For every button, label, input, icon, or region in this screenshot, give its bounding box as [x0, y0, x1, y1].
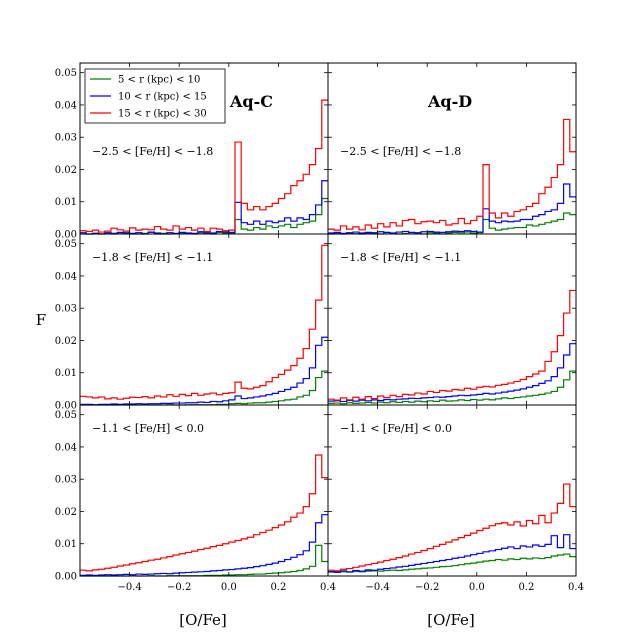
- series-line-blue-aq-c-row0: [80, 180, 328, 235]
- panel-frame-aq-d-row2: [327, 404, 577, 577]
- y-tick-label: 0.05: [55, 410, 77, 421]
- y-tick-label: 0.01: [55, 197, 77, 208]
- x-tick-label: 0.0: [221, 582, 237, 593]
- y-tick-label: 0.04: [55, 100, 77, 111]
- series-line-blue-aq-c-row2: [80, 514, 328, 576]
- series-line-red-aq-d-row2: [328, 483, 576, 572]
- series-line-blue-aq-d-row1: [328, 343, 576, 403]
- y-tick-label: 0.04: [55, 271, 77, 282]
- x-tick-label: 0.2: [270, 582, 286, 593]
- y-tick-label: 0.03: [55, 133, 77, 144]
- y-tick-label: 0.03: [55, 475, 77, 486]
- x-tick-label: −0.2: [167, 582, 191, 593]
- x-tick-label: 0.4: [568, 582, 584, 593]
- y-tick-label: 0.01: [55, 539, 77, 550]
- series-line-blue-aq-d-row2: [328, 534, 576, 573]
- x-tick-label: −0.4: [365, 582, 389, 593]
- model-title-aq-d: Aq-D: [427, 92, 472, 111]
- panel-aq-d-row1: −1.8 < [Fe/H] < −1.1: [327, 233, 577, 406]
- plot-layer: 0.00 0.01 0.02 0.03 0.04 0.05 −2.5 < [Fe/H] < …: [55, 62, 584, 593]
- panel-aq-d-row2: −0.4 −0.2 0.0 0.2 0.4 −1.1 < [Fe/H] < 0.0: [327, 404, 584, 593]
- series-line-red-aq-c-row2: [80, 454, 328, 572]
- y-tick-label: 0.02: [55, 336, 77, 347]
- panel-aq-c-row2: −0.4 −0.2 0.0 0.2 0.4 0.00 0.01 0.02 0.03 0.04 0.0…: [55, 404, 336, 593]
- x-tick-label: 0.0: [469, 582, 485, 593]
- y-tick-label: 0.00: [55, 572, 77, 583]
- series-line-green-aq-d-row1: [328, 370, 576, 405]
- y-tick-label: 0.04: [55, 442, 77, 453]
- y-tick-label: 0.01: [55, 368, 77, 379]
- feh-range-label: −2.5 < [Fe/H] < −1.8: [92, 145, 213, 158]
- series-line-red-aq-d-row0: [328, 118, 576, 231]
- x-tick-label: −0.2: [415, 582, 439, 593]
- y-tick-label: 0.03: [55, 304, 77, 315]
- series-line-red-aq-d-row1: [328, 289, 576, 401]
- legend-label-5-10: 5 < r (kpc) < 10: [118, 75, 200, 86]
- legend-label-10-15: 10 < r (kpc) < 15: [118, 92, 207, 103]
- x-tick-label: 0.4: [320, 582, 336, 593]
- y-tick-label: 0.02: [55, 507, 77, 518]
- series-line-red-aq-c-row0: [80, 99, 328, 233]
- feh-range-label: −2.5 < [Fe/H] < −1.8: [340, 145, 461, 158]
- y-tick-label: 0.00: [55, 230, 77, 241]
- series-line-green-aq-d-row2: [328, 553, 576, 574]
- series-line-red-aq-c-row1: [80, 244, 328, 400]
- y-axis-title: F: [36, 311, 46, 329]
- y-tick-label: 0.02: [55, 165, 77, 176]
- legend: 5 < r (kpc) < 10 10 < r (kpc) < 15 15 < …: [84, 68, 226, 124]
- feh-range-label: −1.1 < [Fe/H] < 0.0: [92, 422, 204, 435]
- feh-range-label: −1.1 < [Fe/H] < 0.0: [340, 422, 452, 435]
- x-axis-title-left: [O/Fe]: [179, 611, 227, 629]
- feh-range-label: −1.8 < [Fe/H] < −1.1: [92, 251, 213, 264]
- series-line-blue-aq-d-row0: [328, 183, 576, 234]
- panel-aq-d-row0: −2.5 < [Fe/H] < −1.8: [327, 62, 577, 235]
- y-tick-label: 0.05: [55, 68, 77, 79]
- x-tick-label: −0.4: [117, 582, 141, 593]
- legend-label-15-30: 15 < r (kpc) < 30: [118, 109, 207, 120]
- feh-range-label: −1.8 < [Fe/H] < −1.1: [340, 251, 461, 264]
- panel-aq-c-row0: 0.00 0.01 0.02 0.03 0.04 0.05 −2.5 < [Fe/H] < …: [55, 62, 329, 241]
- y-tick-label: 0.05: [55, 239, 77, 250]
- model-title-aq-c: Aq-C: [229, 92, 273, 111]
- y-tick-label: 0.00: [55, 401, 77, 412]
- x-axis-title-right: [O/Fe]: [427, 611, 475, 629]
- panel-aq-c-row1: 0.00 0.01 0.02 0.03 0.04 0.05 −1.8 < [Fe/H] < …: [55, 233, 329, 412]
- series-line-blue-aq-c-row1: [80, 336, 328, 406]
- x-tick-label: 0.2: [518, 582, 534, 593]
